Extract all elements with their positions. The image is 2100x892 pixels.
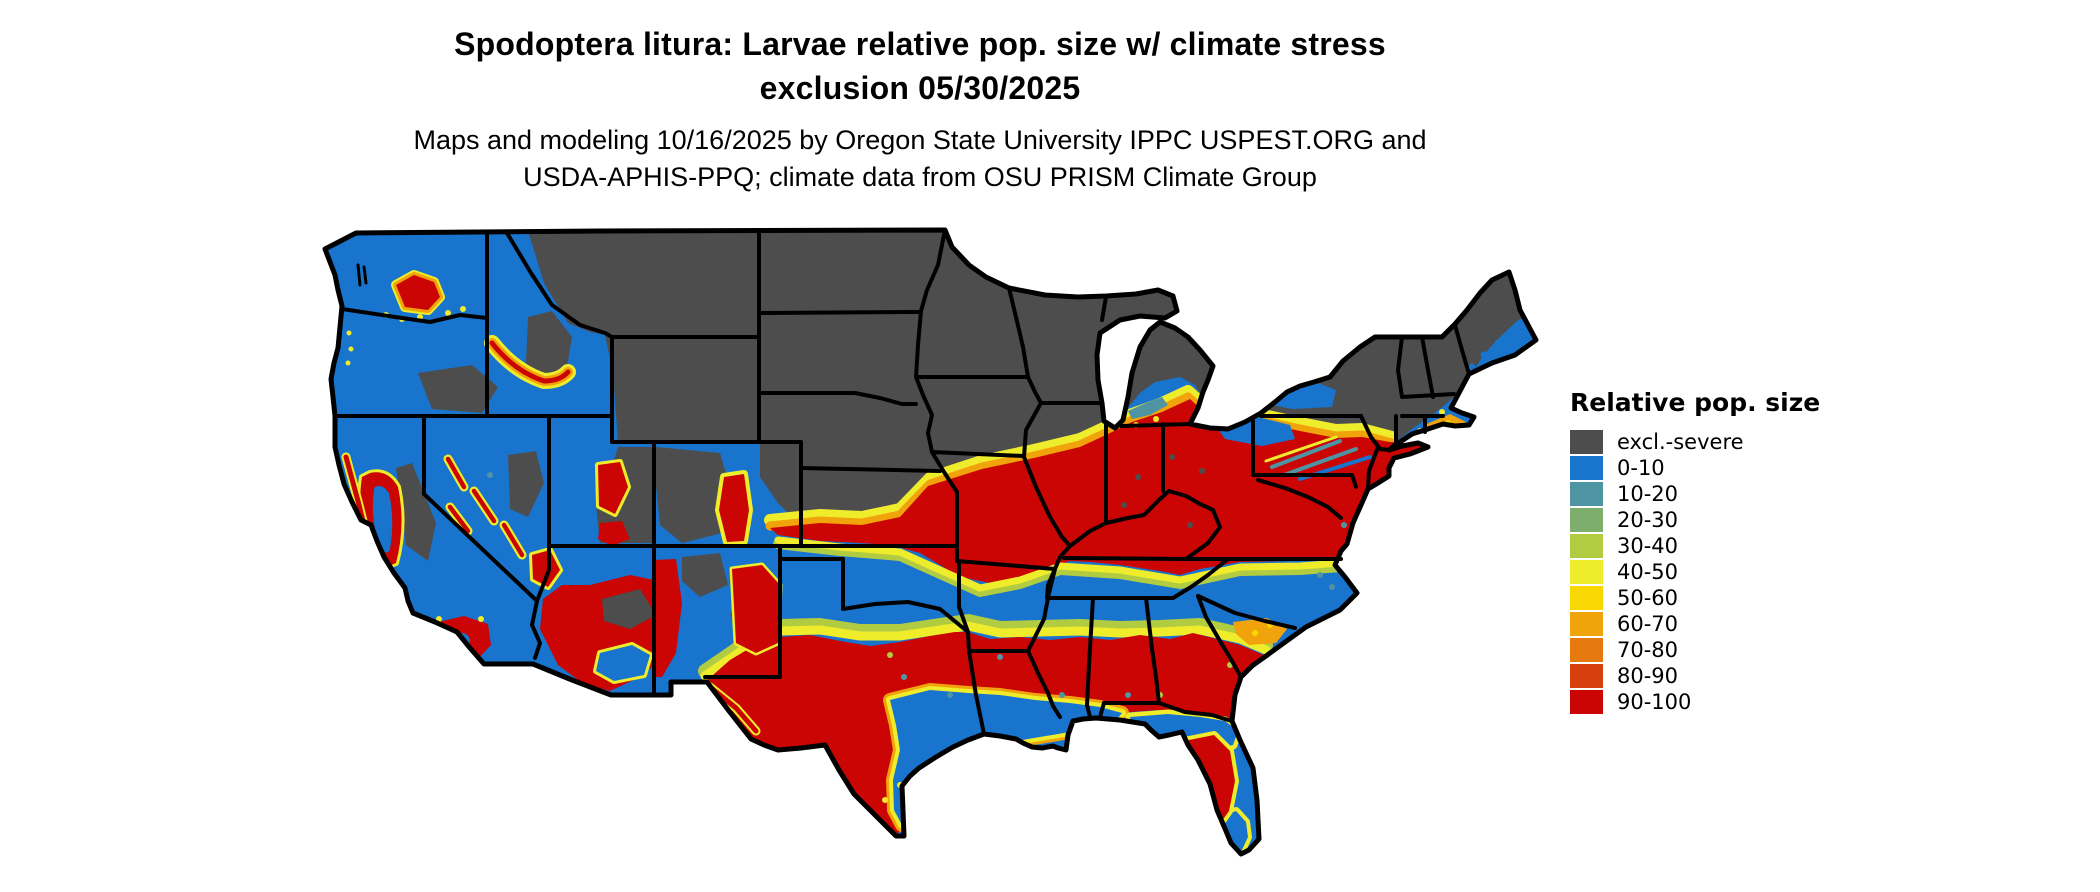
state-borders-west	[333, 231, 959, 697]
excluded-se-oregon	[418, 365, 498, 413]
state-borders-plains	[703, 228, 1057, 679]
legend: Relative pop. size excl.-severe 0-10 10-20…	[1570, 388, 1820, 715]
se-arizona-low	[596, 645, 650, 681]
mogollon-excluded	[602, 589, 656, 629]
legend-label: 0-10	[1617, 456, 1665, 480]
legend-label: 80-90	[1617, 664, 1679, 688]
legend-label: 30-40	[1617, 534, 1679, 558]
legend-item: 40-50	[1570, 559, 1820, 585]
legend-item: 30-40	[1570, 533, 1820, 559]
legend-label: 60-70	[1617, 612, 1679, 636]
map-title-line1: Spodoptera litura: Larvae relative pop. …	[454, 26, 1386, 62]
legend-swatch	[1570, 534, 1603, 558]
conus-outline	[322, 227, 1539, 857]
legend-label: 50-60	[1617, 586, 1679, 610]
excluded-nevada	[508, 451, 544, 517]
legend-item: 70-80	[1570, 637, 1820, 663]
legend-swatch	[1570, 482, 1603, 506]
legend-title: Relative pop. size	[1570, 388, 1821, 417]
michigan-south-teal	[1128, 397, 1168, 419]
columbia-basin-high	[396, 275, 440, 310]
map-subtitle: Maps and modeling 10/16/2025 by Oregon S…	[280, 122, 1560, 196]
legend-label: 10-20	[1617, 482, 1679, 506]
legend-swatch	[1570, 638, 1603, 662]
legend-label: excl.-severe	[1617, 430, 1744, 454]
southern-red-fringe	[698, 614, 1273, 681]
map-title: Spodoptera litura: Larvae relative pop. …	[280, 22, 1560, 110]
excluded-sierra	[396, 463, 436, 561]
puget-sound-lines	[356, 263, 368, 287]
fringe-yellow	[774, 536, 1345, 592]
legend-item: 50-60	[1570, 585, 1820, 611]
state-borders-east	[1171, 414, 1391, 679]
snake-plain-high	[489, 340, 571, 384]
excluded-idaho	[526, 311, 572, 387]
legend-swatch	[1570, 690, 1603, 714]
state-borders-midwest	[1007, 286, 1215, 571]
legend-item: 20-30	[1570, 507, 1820, 533]
legend-item: 10-20	[1570, 481, 1820, 507]
legend-item: 60-70	[1570, 611, 1820, 637]
south-florida-low	[1220, 811, 1248, 852]
legend-label: 90-100	[1617, 690, 1692, 714]
excluded-new-mexico-1	[682, 553, 728, 597]
legend-swatch	[1570, 430, 1603, 454]
legend-items: excl.-severe 0-10 10-20 20-30 30-40 40-50 50-6…	[1570, 429, 1820, 715]
legend-label: 70-80	[1617, 638, 1679, 662]
fringe-yellow	[700, 621, 1271, 681]
map-title-line2: exclusion 05/30/2025	[759, 70, 1081, 106]
legend-swatch	[1570, 456, 1603, 480]
legend-swatch	[1570, 508, 1603, 532]
e-new-mexico-high	[732, 565, 780, 653]
west-details	[338, 270, 897, 838]
utah-west-high	[598, 462, 628, 514]
legend-label: 40-50	[1617, 560, 1679, 584]
map-subtitle-line1: Maps and modeling 10/16/2025 by Oregon S…	[413, 125, 1427, 155]
excluded-colorado	[656, 447, 730, 543]
legend-item: 80-90	[1570, 663, 1820, 689]
legend-swatch	[1570, 586, 1603, 610]
legend-item: 90-100	[1570, 689, 1820, 715]
legend-swatch	[1570, 612, 1603, 636]
legend-label: 20-30	[1617, 508, 1679, 532]
legend-swatch	[1570, 664, 1603, 688]
legend-swatch	[1570, 560, 1603, 584]
state-borders	[333, 228, 1471, 736]
high-mass-south	[705, 632, 1266, 836]
us-map	[322, 227, 1539, 857]
s-nevada-high	[532, 550, 560, 587]
legend-item: excl.-severe	[1570, 429, 1820, 455]
e-colorado-high	[719, 474, 749, 542]
south-of-band-fringe	[773, 536, 1346, 597]
fringe-yellowgreen	[698, 614, 1273, 678]
legend-item: 0-10	[1570, 455, 1820, 481]
gulf-coast-low	[890, 690, 1122, 825]
state-borders-south	[966, 556, 1234, 736]
state-borders-new-england	[1387, 323, 1471, 452]
utah-sw-high	[598, 521, 630, 546]
map-subtitle-line2: USDA-APHIS-PPQ; climate data from OSU PR…	[523, 162, 1317, 192]
fringe-orange	[765, 392, 1397, 531]
fringe-yellowgreen	[773, 539, 1346, 597]
w-new-mexico-high	[654, 559, 682, 677]
nevada-streaks-high	[445, 456, 525, 558]
